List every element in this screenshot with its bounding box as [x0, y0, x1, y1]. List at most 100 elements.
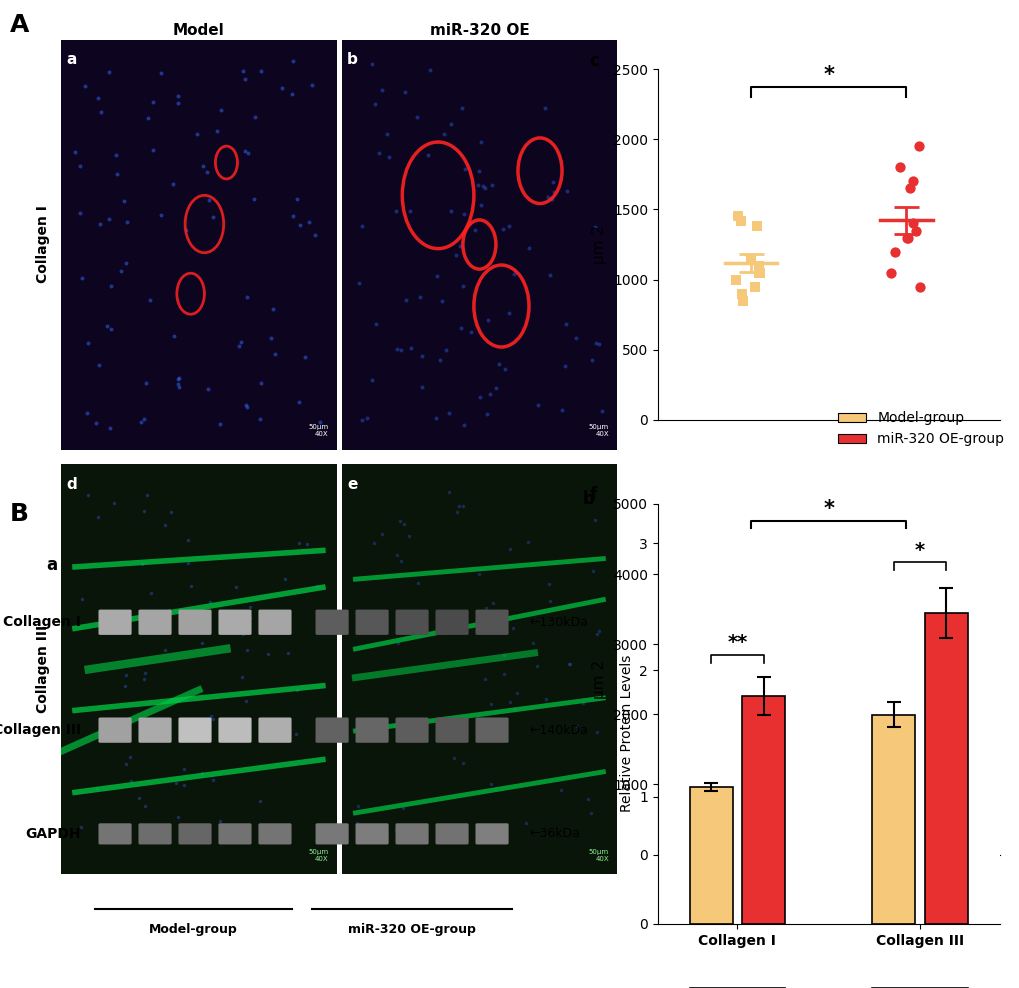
- Point: [904, 215, 920, 231]
- FancyBboxPatch shape: [315, 717, 348, 743]
- Point: [590, 337, 606, 353]
- Point: [171, 370, 187, 386]
- Point: [739, 706, 755, 722]
- Point: [366, 535, 382, 550]
- Point: [587, 336, 603, 352]
- Point: [378, 126, 394, 142]
- Point: [291, 217, 308, 233]
- Point: [588, 724, 604, 740]
- Point: [205, 209, 221, 225]
- Text: d: d: [66, 476, 77, 492]
- Point: [138, 375, 154, 391]
- Point: [118, 757, 135, 773]
- Point: [170, 88, 186, 104]
- Point: [390, 635, 407, 651]
- FancyBboxPatch shape: [315, 823, 348, 845]
- Point: [169, 370, 185, 386]
- Point: [205, 711, 221, 727]
- Point: [452, 320, 469, 336]
- FancyBboxPatch shape: [395, 717, 428, 743]
- Point: [442, 619, 459, 635]
- FancyBboxPatch shape: [99, 717, 131, 743]
- Point: [186, 819, 203, 835]
- Point: [883, 629, 900, 645]
- FancyBboxPatch shape: [218, 823, 252, 845]
- Point: [283, 86, 300, 102]
- Point: [200, 381, 216, 397]
- FancyBboxPatch shape: [435, 717, 468, 743]
- Point: [101, 64, 117, 80]
- Point: [524, 635, 540, 651]
- Point: [231, 338, 248, 354]
- Point: [445, 750, 462, 766]
- Point: [199, 164, 215, 180]
- Title: Model: Model: [173, 24, 224, 39]
- Point: [457, 161, 473, 177]
- Point: [213, 103, 229, 119]
- Point: [901, 181, 917, 197]
- Point: [101, 211, 117, 227]
- Point: [478, 406, 494, 422]
- Text: 50μm
40X: 50μm 40X: [588, 424, 608, 438]
- Point: [886, 640, 902, 656]
- Point: [234, 63, 251, 79]
- Point: [373, 82, 389, 98]
- Point: [354, 218, 370, 234]
- Point: [579, 791, 595, 807]
- Point: [284, 207, 301, 223]
- Point: [441, 405, 458, 421]
- Point: [136, 671, 152, 687]
- Text: a: a: [47, 556, 58, 574]
- Point: [482, 777, 498, 792]
- Point: [180, 606, 197, 621]
- Point: [904, 562, 920, 578]
- Point: [109, 166, 125, 182]
- Text: B: B: [10, 502, 30, 526]
- Point: [728, 693, 744, 708]
- Point: [593, 403, 609, 419]
- FancyBboxPatch shape: [218, 717, 252, 743]
- Point: [539, 189, 555, 205]
- Point: [238, 289, 255, 305]
- FancyBboxPatch shape: [178, 823, 211, 845]
- Point: [132, 414, 149, 430]
- Point: [477, 672, 493, 688]
- Point: [575, 696, 591, 711]
- Point: [67, 144, 84, 160]
- Point: [495, 666, 512, 682]
- Point: [288, 682, 305, 698]
- Point: [553, 402, 570, 418]
- Point: [290, 394, 307, 410]
- FancyBboxPatch shape: [395, 610, 428, 635]
- Point: [88, 415, 104, 431]
- Point: [152, 65, 168, 81]
- Point: [443, 204, 460, 219]
- Text: *: *: [822, 64, 834, 85]
- Point: [520, 534, 536, 549]
- Point: [391, 513, 408, 529]
- Point: [91, 358, 107, 373]
- Point: [297, 349, 313, 365]
- Legend: Model-group, miR-320 OE-group: Model-group, miR-320 OE-group: [832, 406, 1009, 452]
- Point: [745, 584, 761, 600]
- FancyBboxPatch shape: [435, 610, 468, 635]
- Point: [74, 591, 91, 607]
- Point: [490, 356, 506, 371]
- Text: GAPDH: GAPDH: [25, 827, 81, 841]
- Point: [79, 487, 96, 503]
- Point: [412, 289, 428, 305]
- FancyBboxPatch shape: [315, 610, 348, 635]
- Point: [501, 541, 518, 557]
- Point: [530, 397, 546, 413]
- Point: [122, 774, 139, 789]
- Point: [472, 616, 488, 631]
- Point: [169, 376, 185, 392]
- Point: [733, 763, 749, 779]
- Point: [748, 696, 764, 711]
- FancyBboxPatch shape: [258, 823, 291, 845]
- Point: [228, 613, 245, 628]
- Point: [386, 716, 403, 732]
- Point: [89, 781, 105, 796]
- Point: [260, 646, 276, 662]
- Point: [182, 578, 199, 594]
